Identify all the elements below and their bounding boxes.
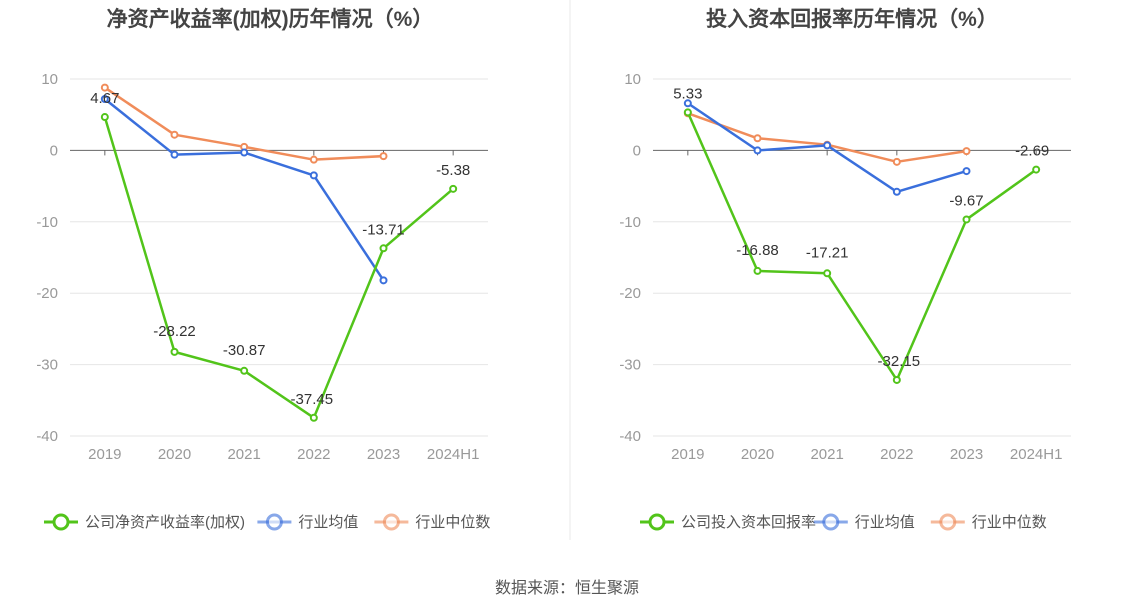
data-point-industry-median (892, 157, 901, 166)
data-label: -13.71 (362, 221, 405, 238)
data-point-company (100, 113, 109, 122)
data-label: -28.22 (153, 323, 196, 340)
data-label: 4.67 (90, 90, 119, 107)
data-point-company (823, 269, 832, 278)
series-line-industry-avg (104, 98, 385, 282)
y-tick-label: -20 (36, 285, 58, 302)
legend-label: 行业中位数 (972, 514, 1047, 531)
y-tick-label: 0 (633, 142, 641, 159)
data-point-industry-avg (309, 171, 318, 180)
y-tick-label: -40 (619, 428, 641, 445)
data-point-industry-median (962, 147, 971, 156)
x-tick-label: 2021 (227, 446, 260, 463)
series-line-company (103, 116, 454, 420)
legend-label: 行业均值 (298, 514, 358, 531)
x-tick-label: 2019 (88, 446, 121, 463)
data-point-industry-median (170, 130, 179, 139)
data-label: -2.69 (1015, 143, 1049, 160)
legend-label: 公司投入资本回报率 (681, 514, 816, 531)
roe-chart: 净资产收益率(加权)历年情况（%） 10 0 -10 -20 -30 -40 2019 2020… (36, 7, 490, 531)
data-point-industry-avg (379, 276, 388, 285)
x-tick-label: 2022 (880, 446, 913, 463)
legend-marker-industry-median (382, 513, 400, 531)
data-point-industry-avg (170, 150, 179, 159)
x-tick-label: 2023 (367, 446, 400, 463)
legend-marker-company (52, 513, 70, 531)
legend-marker-industry-avg (822, 513, 840, 531)
legend-label: 行业中位数 (415, 514, 490, 531)
data-label: -5.38 (436, 162, 470, 179)
data-point-company (753, 266, 762, 275)
roic-chart: 投入资本回报率历年情况（%） 10 0 -10 -20 -30 -40 2019 2020 202… (619, 7, 1071, 531)
x-tick-label: 2020 (741, 446, 774, 463)
data-point-company (170, 347, 179, 356)
data-point-industry-median (379, 152, 388, 161)
chart-title: 净资产收益率(加权)历年情况（%） (107, 7, 434, 31)
legend-marker-industry-avg (265, 513, 283, 531)
x-tick-label: 2022 (297, 446, 330, 463)
y-tick-label: -30 (36, 357, 58, 374)
y-tick-label: -40 (36, 428, 58, 445)
legend-marker-industry-median (939, 513, 957, 531)
data-label: -9.67 (949, 192, 983, 209)
data-label: -17.21 (806, 244, 849, 261)
data-point-industry-median (100, 83, 109, 92)
x-tick-label: 2020 (158, 446, 191, 463)
source-note: 数据来源：恒生聚源 (495, 579, 639, 597)
data-point-company (240, 366, 249, 375)
data-point-industry-avg (240, 148, 249, 157)
x-tick-label: 2019 (671, 446, 704, 463)
x-tick-label: 2023 (950, 446, 983, 463)
data-label: -32.15 (878, 353, 921, 370)
data-point-industry-avg (683, 99, 692, 108)
x-tick-label: 2024H1 (1010, 446, 1063, 463)
y-tick-label: -10 (36, 214, 58, 231)
data-point-company (962, 215, 971, 224)
y-tick-label: 10 (624, 71, 641, 88)
y-tick-label: -30 (619, 357, 641, 374)
y-tick-label: -20 (619, 285, 641, 302)
data-point-company (379, 244, 388, 253)
y-tick-label: 0 (50, 142, 58, 159)
data-label: -30.87 (223, 342, 266, 359)
data-point-industry-median (309, 155, 318, 164)
data-point-industry-avg (753, 146, 762, 155)
legend-label: 公司净资产收益率(加权) (85, 514, 245, 531)
data-point-industry-avg (892, 187, 901, 196)
series-line-company (686, 111, 1037, 382)
x-tick-label: 2024H1 (427, 446, 480, 463)
data-point-company (683, 108, 692, 117)
data-point-industry-avg (100, 94, 109, 103)
data-point-company (309, 413, 318, 422)
y-tick-label: 10 (41, 71, 58, 88)
y-tick-label: -10 (619, 214, 641, 231)
data-point-company (449, 184, 458, 193)
data-point-industry-avg (962, 167, 971, 176)
data-point-industry-median (753, 134, 762, 143)
data-label: -37.45 (291, 391, 334, 408)
x-tick-label: 2021 (810, 446, 843, 463)
data-point-company (1032, 165, 1041, 174)
legend-marker-company (648, 513, 666, 531)
chart-title: 投入资本回报率历年情况（%） (706, 7, 998, 31)
data-point-industry-avg (823, 141, 832, 150)
data-label: 5.33 (673, 85, 702, 102)
data-point-company (892, 375, 901, 384)
legend-label: 行业均值 (855, 514, 915, 531)
data-label: -16.88 (736, 242, 779, 259)
